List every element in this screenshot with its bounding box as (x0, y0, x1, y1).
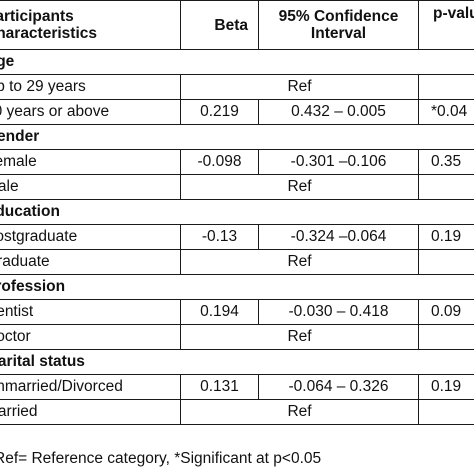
p-value-cell (418, 174, 474, 200)
table-row: DoctorRef (0, 324, 474, 350)
row-label: 30 years or above (0, 99, 181, 125)
reference-cell: Ref (180, 324, 419, 350)
p-value-cell: 0.19 (418, 224, 474, 250)
p-value-cell: 0.19 (418, 374, 474, 400)
header-ci-line1: 95% Confidence (278, 8, 399, 25)
table-row: MarriedRef (0, 399, 474, 425)
row-label: Female (0, 149, 181, 175)
confidence-interval-cell: -0.030 – 0.418 (258, 299, 419, 325)
row-label: Male (0, 174, 181, 200)
header-beta: Beta (180, 0, 259, 50)
header-confidence-interval: 95% Confidence Interval (258, 0, 419, 50)
category-label: Marital status (0, 349, 474, 375)
p-value-cell: 0.09 (418, 299, 474, 325)
reference-cell: Ref (180, 249, 419, 275)
category-row: Age (0, 49, 474, 75)
confidence-interval-cell: -0.324 –0.064 (258, 224, 419, 250)
row-label: Graduate (0, 249, 181, 275)
category-row: Marital status (0, 349, 474, 375)
category-label: Gender (0, 124, 474, 150)
p-value-cell: 0.35 (418, 149, 474, 175)
category-row: Gender (0, 124, 474, 150)
confidence-interval-cell: -0.301 –0.106 (258, 149, 419, 175)
category-row: Education (0, 199, 474, 225)
beta-cell: 0.194 (180, 299, 259, 325)
p-value-cell (418, 324, 474, 350)
category-row: Profession (0, 274, 474, 300)
p-value-cell (418, 249, 474, 275)
table-row: GraduateRef (0, 249, 474, 275)
reference-cell: Ref (180, 399, 419, 425)
table-footnote: Ref= Reference category, *Significant at… (0, 450, 322, 467)
beta-cell: -0.13 (180, 224, 259, 250)
header-ci-line2: Interval (310, 25, 367, 42)
table-row: MaleRef (0, 174, 474, 200)
beta-cell: 0.131 (180, 374, 259, 400)
row-label: Doctor (0, 324, 181, 350)
row-label: Postgraduate (0, 224, 181, 250)
header-col1-line1: Participants (0, 8, 74, 25)
table-header-row: Participants Characteristics Beta 95% Co… (0, 0, 474, 50)
row-label: Dentist (0, 299, 181, 325)
header-participants-characteristics: Participants Characteristics (0, 0, 181, 50)
reference-cell: Ref (180, 74, 419, 100)
reference-cell: Ref (180, 174, 419, 200)
header-p-value: p-value (418, 0, 474, 50)
row-label: Up to 29 years (0, 74, 181, 100)
row-label: Married (0, 399, 181, 425)
category-label: Age (0, 49, 474, 75)
p-value-cell: *0.04 (418, 99, 474, 125)
p-value-cell (418, 74, 474, 100)
category-label: Profession (0, 274, 474, 300)
p-value-cell (418, 399, 474, 425)
category-label: Education (0, 199, 474, 225)
regression-results-table: Participants Characteristics Beta 95% Co… (0, 0, 474, 425)
confidence-interval-cell: -0.064 – 0.326 (258, 374, 419, 400)
beta-cell: 0.219 (180, 99, 259, 125)
header-col1-line2: Characteristics (0, 25, 98, 42)
table-body: AgeUp to 29 yearsRef30 years or above0.2… (0, 49, 474, 425)
row-label: Unmarried/Divorced (0, 374, 181, 400)
confidence-interval-cell: 0.432 – 0.005 (258, 99, 419, 125)
beta-cell: -0.098 (180, 149, 259, 175)
